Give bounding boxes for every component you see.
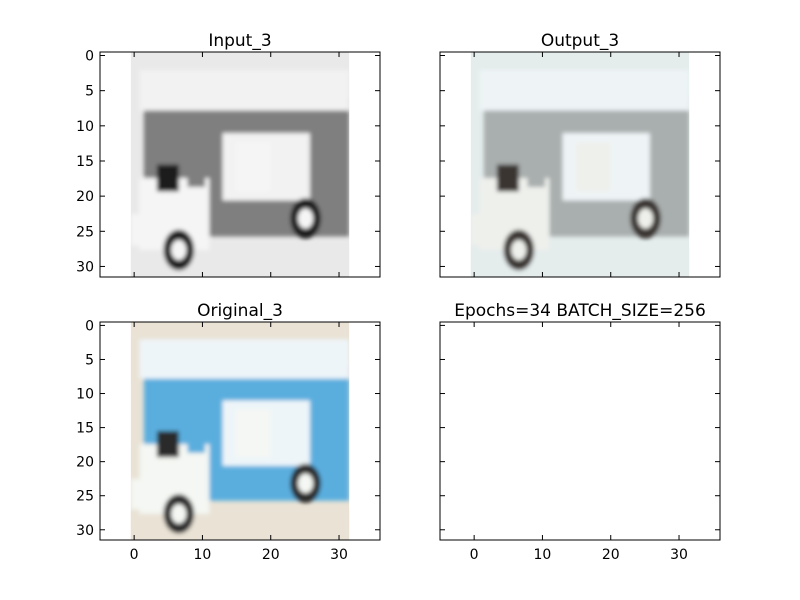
y-tick-label: 20	[76, 189, 94, 205]
axes-frame	[99, 51, 381, 278]
subplot-3: Original_3 0 10 20 30 0 5 10 15 20 25 30	[76, 301, 381, 563]
subplot-title: Output_3	[541, 31, 619, 51]
y-tick-label: 0	[85, 49, 94, 65]
y-tick-label: 15	[76, 154, 94, 170]
subplot-title: Epochs=34 BATCH_SIZE=256	[454, 301, 706, 321]
axes-frame	[99, 321, 381, 541]
x-tick-label: 0	[470, 547, 479, 563]
subplot-image	[130, 322, 350, 540]
subplot-2: Output_3	[439, 31, 721, 278]
x-tick-label: 30	[330, 547, 348, 563]
x-tick-label: 20	[262, 547, 280, 563]
y-tick-label: 10	[76, 387, 94, 403]
y-tick-label: 25	[76, 489, 94, 505]
y-tick-label: 25	[76, 224, 94, 240]
y-tick-label: 30	[76, 259, 94, 275]
subplot-title: Original_3	[197, 301, 283, 321]
subplot-title: Input_3	[208, 31, 271, 51]
x-tick-label: 30	[670, 547, 688, 563]
y-tick-label: 10	[76, 119, 94, 135]
x-tick-label: 10	[534, 547, 552, 563]
subplot-image	[130, 52, 350, 277]
axes-frame	[439, 51, 721, 278]
y-tick-label: 30	[76, 523, 94, 539]
subplot-4: Epochs=34 BATCH_SIZE=256 0 10 20 30	[439, 301, 721, 563]
y-tick-label: 5	[85, 352, 94, 368]
y-tick-label: 15	[76, 421, 94, 437]
x-tick-label: 20	[602, 547, 620, 563]
y-tick-label: 20	[76, 455, 94, 471]
subplot-image	[470, 52, 690, 277]
x-tick-label: 0	[130, 547, 139, 563]
y-tick-label: 5	[85, 84, 94, 100]
subplot-1: Input_3 0 5 10 15 20 25 30	[76, 31, 381, 278]
x-tick-label: 10	[194, 547, 212, 563]
axes-frame	[439, 321, 721, 541]
y-tick-label: 0	[85, 318, 94, 334]
